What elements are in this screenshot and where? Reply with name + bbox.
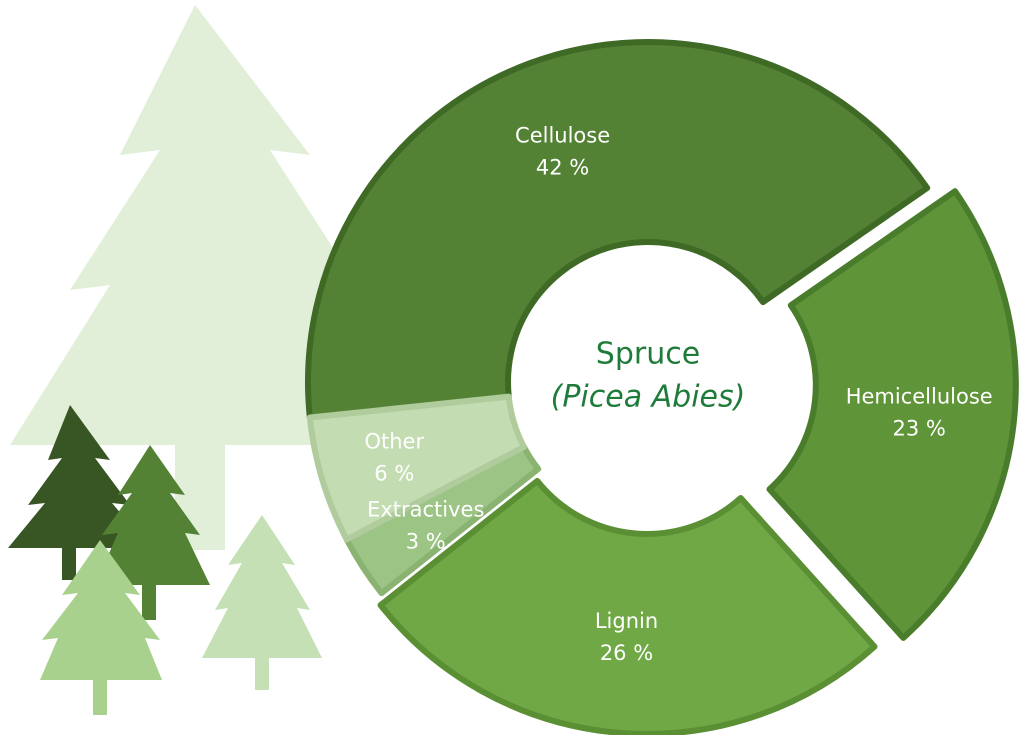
segment-label: Other: [364, 430, 424, 454]
segment-label: Hemicellulose: [846, 384, 993, 408]
chart: Spruce (Picea Abies) Cellulose 42 % Hemice…: [0, 0, 1028, 735]
center-title: Spruce: [596, 337, 700, 372]
center-subtitle: (Picea Abies): [551, 380, 746, 415]
segment-value-label: 23 %: [893, 416, 946, 440]
segment-value-label: 42 %: [536, 155, 589, 179]
segment-value-label: 3 %: [406, 529, 446, 553]
segment-label: Lignin: [595, 609, 658, 633]
segment-value-label: 6 %: [374, 462, 414, 486]
segment-label: Cellulose: [515, 123, 610, 147]
segment-value-label: 26 %: [600, 641, 653, 665]
segment-label: Extractives: [367, 497, 484, 521]
